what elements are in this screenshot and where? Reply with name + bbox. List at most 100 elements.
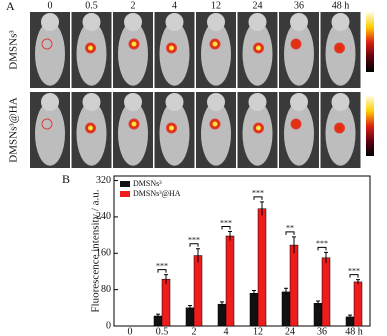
bar — [313, 303, 323, 327]
hotspot — [169, 45, 174, 51]
bar — [225, 235, 235, 327]
mouse-head — [165, 93, 184, 111]
significance-label: *** — [252, 189, 264, 198]
roi-circle — [334, 42, 345, 54]
time-label: 24 — [253, 0, 263, 11]
colorbar — [366, 96, 374, 156]
x-tick-label: 48 h — [345, 326, 363, 336]
y-tick-label: 240 — [96, 211, 111, 222]
roi-circle — [334, 122, 345, 134]
mouse-body — [325, 101, 356, 166]
mouse-body — [242, 101, 273, 166]
plot-frame — [113, 175, 371, 327]
y-tick-label: 160 — [96, 248, 111, 259]
mouse-head — [82, 13, 101, 31]
hotspot — [212, 41, 218, 47]
hotspot — [88, 45, 93, 51]
x-tick-label: 36 — [317, 326, 327, 336]
significance-bracket — [253, 196, 263, 200]
significance-bracket — [349, 274, 359, 278]
significance-bracket — [221, 225, 231, 230]
mouse-body — [76, 101, 107, 166]
significance-label: *** — [188, 236, 200, 245]
bar — [217, 303, 227, 327]
legend-swatch — [120, 191, 130, 197]
bar — [321, 257, 331, 327]
row-label: DMSNs³@HA — [8, 97, 20, 162]
mouse-body — [242, 21, 273, 86]
mouse-body — [159, 21, 190, 86]
bar — [281, 291, 291, 327]
y-tick-label: 0 — [106, 320, 111, 331]
hotspot — [256, 45, 261, 51]
bar — [353, 281, 363, 327]
roi-circle — [290, 38, 302, 50]
hotspot — [88, 125, 93, 131]
time-label: 0 — [48, 0, 53, 11]
mouse-head — [41, 13, 59, 31]
significance-label: ** — [286, 224, 294, 233]
bar — [249, 293, 259, 327]
legend-label: DMSNs³ — [133, 179, 162, 188]
mouse-head — [124, 13, 142, 31]
mouse-head — [165, 13, 184, 31]
hotspot — [131, 121, 137, 127]
significance-bracket — [285, 231, 295, 235]
mouse-body — [35, 101, 65, 166]
roi-circle — [41, 118, 53, 130]
roi-circle — [290, 118, 302, 130]
mouse-body — [284, 101, 314, 166]
time-label: 0.5 — [85, 0, 98, 11]
mouse-head — [207, 93, 225, 111]
y-tick-label: 320 — [96, 175, 111, 186]
bar — [161, 278, 171, 327]
mouse-head — [124, 93, 142, 111]
significance-label: *** — [156, 261, 168, 270]
bar — [193, 255, 203, 327]
significance-label: *** — [316, 239, 328, 248]
mouse-body — [201, 101, 231, 166]
time-label: 36 — [294, 0, 304, 11]
roi-circle — [41, 38, 53, 50]
hotspot — [212, 121, 218, 127]
mouse-body — [201, 21, 231, 86]
panel-label: B — [62, 172, 70, 186]
time-label: 2 — [131, 0, 136, 11]
bar — [185, 307, 195, 327]
bar — [289, 244, 299, 327]
significance-bracket — [157, 269, 167, 273]
bar — [257, 208, 267, 327]
mouse-head — [41, 93, 59, 111]
colorbar — [366, 12, 374, 72]
mouse-body — [284, 21, 314, 86]
mouse-head — [290, 93, 308, 111]
mouse-head — [82, 93, 101, 111]
hotspot — [131, 41, 137, 47]
x-tick-label: 12 — [253, 326, 263, 336]
y-tick-label: 80 — [101, 284, 111, 295]
mouse-body — [76, 21, 107, 86]
mouse-head — [331, 13, 350, 31]
y-axis-label: Fluorescence intensity / a.u. — [90, 189, 102, 312]
time-label: 48 h — [332, 0, 350, 11]
time-label: 4 — [172, 0, 177, 11]
mouse-body — [118, 101, 148, 166]
legend-label: DMSNs³@HA — [133, 189, 181, 198]
mouse-head — [248, 13, 267, 31]
significance-label: *** — [348, 266, 360, 275]
legend-swatch — [120, 181, 130, 187]
time-label: 12 — [211, 0, 221, 11]
hotspot — [256, 125, 261, 131]
mouse-body — [325, 21, 356, 86]
row-label: DMSNs³ — [8, 30, 20, 70]
mouse-body — [159, 101, 190, 166]
significance-bracket — [317, 246, 327, 251]
significance-bracket — [189, 243, 199, 247]
mouse-body — [118, 21, 148, 86]
panel-label: A — [6, 0, 15, 13]
x-tick-label: 2 — [192, 326, 197, 336]
mouse-head — [290, 13, 308, 31]
hotspot — [169, 125, 174, 131]
x-tick-label: 24 — [285, 326, 295, 336]
